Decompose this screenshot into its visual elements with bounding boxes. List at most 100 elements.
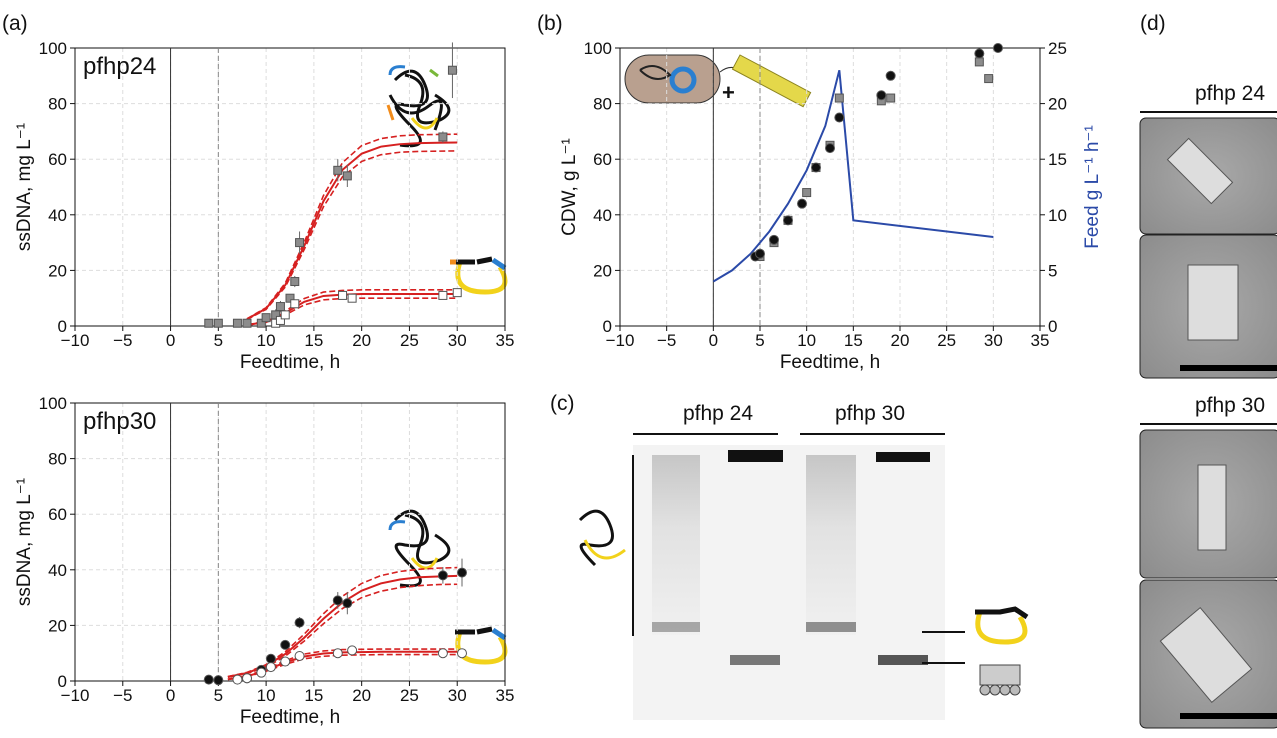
x-tick-label: 30 xyxy=(448,331,467,350)
data-point xyxy=(834,112,845,123)
data-point xyxy=(452,288,462,298)
data-point xyxy=(203,674,214,685)
x-axis-label: Feedtime, h xyxy=(240,707,340,728)
fit-line xyxy=(712,69,994,283)
x-tick-label: 25 xyxy=(400,331,419,350)
y2-tick-label: 20 xyxy=(1048,95,1067,114)
fit-line xyxy=(246,133,458,320)
data-point xyxy=(256,667,267,678)
x-tick-label: 10 xyxy=(257,686,276,705)
data-point xyxy=(290,277,300,287)
y-tick-label: 0 xyxy=(603,317,612,336)
y-tick-label: 20 xyxy=(48,616,67,635)
plot-frame xyxy=(619,47,1041,327)
y-tick-label: 0 xyxy=(58,317,67,336)
x-tick-label: 10 xyxy=(797,331,816,350)
x-tick-label: 20 xyxy=(352,686,371,705)
y2-axis-label: Feed g L⁻¹ h⁻¹ xyxy=(1082,125,1103,249)
fit-line xyxy=(227,574,458,678)
data-point xyxy=(885,70,896,81)
data-point xyxy=(242,673,252,684)
x-tick-label: −10 xyxy=(61,331,90,350)
data-point xyxy=(265,662,276,673)
x-tick-label: 35 xyxy=(496,331,515,350)
y-tick-label: 40 xyxy=(48,561,67,580)
data-point xyxy=(294,650,305,661)
x-tick-label: 30 xyxy=(448,686,467,705)
data-point xyxy=(993,43,1003,53)
phage-icon xyxy=(731,54,812,108)
y-tick-label: 60 xyxy=(593,150,612,169)
data-point xyxy=(347,293,357,303)
plot-frame xyxy=(74,402,506,682)
data-point xyxy=(232,318,242,328)
data-point xyxy=(342,598,353,609)
y-axis-label: CDW, g L⁻¹ xyxy=(559,138,580,236)
data-point xyxy=(438,290,448,300)
x-axis-label: Feedtime, h xyxy=(780,352,880,373)
y-tick-label: 20 xyxy=(48,261,67,280)
y-tick-label: 40 xyxy=(593,206,612,225)
panel-label: (d) xyxy=(1140,12,1166,35)
y2-tick-label: 0 xyxy=(1048,317,1057,336)
y-tick-label: 100 xyxy=(39,39,67,58)
ssdna-icon xyxy=(386,65,451,148)
y-tick-label: 100 xyxy=(584,39,612,58)
y-tick-label: 20 xyxy=(593,261,612,280)
y-tick-label: 100 xyxy=(39,394,67,413)
panel-label: (c) xyxy=(550,392,575,415)
data-point xyxy=(802,188,812,198)
panel-label: (a) xyxy=(2,12,28,35)
data-point xyxy=(275,315,285,325)
data-point xyxy=(886,93,896,103)
x-tick-label: −10 xyxy=(61,686,90,705)
data-point xyxy=(332,595,343,606)
lane-label: pfhp 24 xyxy=(683,402,753,425)
data-point xyxy=(280,656,291,667)
data-point xyxy=(984,74,994,84)
y-tick-label: 80 xyxy=(48,95,67,114)
data-point xyxy=(333,165,343,175)
y2-tick-label: 10 xyxy=(1048,206,1067,225)
data-point xyxy=(457,567,467,578)
micrograph-label: pfhp 24 xyxy=(1195,82,1265,105)
y2-tick-label: 15 xyxy=(1048,150,1067,169)
y2-tick-label: 25 xyxy=(1048,39,1067,58)
x-tick-label: 0 xyxy=(166,331,175,350)
panel-label: (b) xyxy=(537,12,563,35)
x-tick-label: 0 xyxy=(166,686,175,705)
data-point xyxy=(261,313,271,323)
x-tick-label: 0 xyxy=(709,331,718,350)
x-tick-label: 5 xyxy=(214,686,223,705)
data-point xyxy=(290,299,300,309)
y-tick-label: 80 xyxy=(48,450,67,469)
bacterium-icon: + xyxy=(624,54,741,105)
x-tick-label: 20 xyxy=(352,331,371,350)
plot-frame xyxy=(74,47,506,327)
x-tick-label: 15 xyxy=(304,331,323,350)
data-point xyxy=(437,570,448,581)
x-tick-label: 5 xyxy=(755,331,764,350)
data-point xyxy=(242,318,252,328)
y-tick-label: 60 xyxy=(48,505,67,524)
x-tick-label: −5 xyxy=(657,331,676,350)
data-point xyxy=(437,648,448,659)
data-point xyxy=(783,215,793,226)
fit-line xyxy=(246,150,458,321)
data-point xyxy=(295,238,305,248)
data-point xyxy=(447,65,457,75)
y-tick-label: 0 xyxy=(58,672,67,691)
data-point xyxy=(294,617,305,628)
x-axis-label: Feedtime, h xyxy=(240,352,340,373)
data-point xyxy=(213,675,224,686)
gel: pfhp 24 pfhp 30 xyxy=(578,402,1029,720)
data-point xyxy=(204,318,214,328)
x-tick-label: 15 xyxy=(844,331,863,350)
x-tick-label: −10 xyxy=(606,331,635,350)
y-tick-label: 80 xyxy=(593,95,612,114)
data-point xyxy=(275,302,285,312)
data-point xyxy=(213,318,223,328)
x-tick-label: 15 xyxy=(304,686,323,705)
y-axis-label: ssDNA, mg L⁻¹ xyxy=(14,478,35,606)
